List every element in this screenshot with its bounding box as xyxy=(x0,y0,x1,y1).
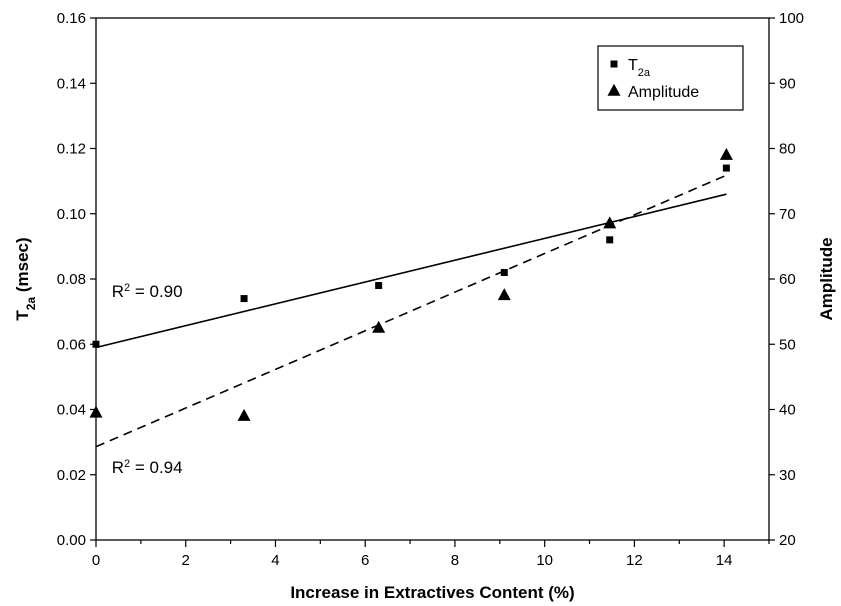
marker-t2a xyxy=(500,268,508,276)
annotation-r2-t2a: R2 = 0.90 xyxy=(112,282,183,301)
y-left-tick-label: 0.04 xyxy=(57,402,86,419)
marker-t2a xyxy=(92,340,100,348)
legend-label-t2a: T2a xyxy=(628,57,651,79)
legend-marker-amplitude xyxy=(607,83,621,96)
legend-marker-t2a xyxy=(610,60,618,68)
trendlines xyxy=(95,174,727,448)
legend-label-amplitude: Amplitude xyxy=(628,84,699,101)
y-left-axis-ticks: 0.00 0.02 0.04 0.06 0.08 0.10 0.12 0.14 0.16 xyxy=(57,10,96,549)
x-axis-title: Increase in Extractives Content (%) xyxy=(290,583,574,602)
y-left-tick-label: 0.06 xyxy=(57,336,86,353)
y-right-tick-label: 100 xyxy=(779,10,804,27)
annotation-rest: = 0.90 xyxy=(130,282,182,301)
y-right-tick-label: 70 xyxy=(779,206,796,223)
y-right-axis-ticks: 20 30 40 50 60 70 80 90 100 xyxy=(769,10,804,549)
y-left-title-main: T xyxy=(13,310,32,321)
y-left-axis-title: T2a (msec) xyxy=(13,237,38,320)
marker-amplitude xyxy=(372,320,386,333)
x-axis-ticks: 0 2 4 6 8 10 12 14 xyxy=(92,540,770,569)
y-left-tick-label: 0.14 xyxy=(57,75,86,92)
x-tick-label: 0 xyxy=(92,552,100,569)
y-left-tick-label: 0.02 xyxy=(57,467,86,484)
y-left-tick-label: 0.16 xyxy=(57,10,86,27)
trendline-t2a xyxy=(95,193,727,349)
marker-t2a xyxy=(375,282,383,290)
annotation-sup: 2 xyxy=(124,282,130,294)
x-tick-label: 14 xyxy=(716,552,733,569)
y-right-tick-label: 30 xyxy=(779,467,796,484)
x-tick-label: 8 xyxy=(451,552,459,569)
marker-t2a xyxy=(606,236,614,244)
annotation-rest: = 0.94 xyxy=(130,458,182,477)
legend-box xyxy=(597,45,744,111)
y-right-tick-label: 20 xyxy=(779,532,796,549)
y-left-title-rest: (msec) xyxy=(13,237,32,297)
marker-amplitude xyxy=(89,405,103,418)
y-left-title-sub: 2a xyxy=(24,297,38,311)
y-left-tick-label: 0.12 xyxy=(57,141,86,158)
marker-amplitude xyxy=(237,408,251,421)
x-tick-label: 10 xyxy=(536,552,553,569)
annotation-sup: 2 xyxy=(124,458,130,470)
marker-t2a xyxy=(240,295,248,303)
annotation-main: R xyxy=(112,458,124,477)
trendline-amplitude xyxy=(95,174,727,448)
y-right-tick-label: 80 xyxy=(779,141,796,158)
y-left-tick-label: 0.08 xyxy=(57,271,86,288)
x-tick-label: 6 xyxy=(361,552,369,569)
marker-t2a xyxy=(722,164,730,172)
y-right-tick-label: 90 xyxy=(779,75,796,92)
marker-amplitude xyxy=(497,288,511,301)
marker-amplitude xyxy=(603,216,617,229)
y-left-tick-label: 0.00 xyxy=(57,532,86,549)
annotation-main: R xyxy=(112,282,124,301)
y-right-tick-label: 50 xyxy=(779,336,796,353)
y-right-tick-label: 40 xyxy=(779,402,796,419)
x-tick-label: 2 xyxy=(182,552,190,569)
legend: T2a Amplitude xyxy=(597,45,744,111)
y-right-tick-label: 60 xyxy=(779,271,796,288)
marker-amplitude xyxy=(719,147,733,160)
y-right-axis-title: Amplitude xyxy=(817,237,836,320)
y-left-tick-label: 0.10 xyxy=(57,206,86,223)
annotation-r2-amp: R2 = 0.94 xyxy=(112,458,183,477)
x-tick-label: 4 xyxy=(271,552,279,569)
data-markers xyxy=(89,147,733,421)
x-tick-label: 12 xyxy=(626,552,643,569)
